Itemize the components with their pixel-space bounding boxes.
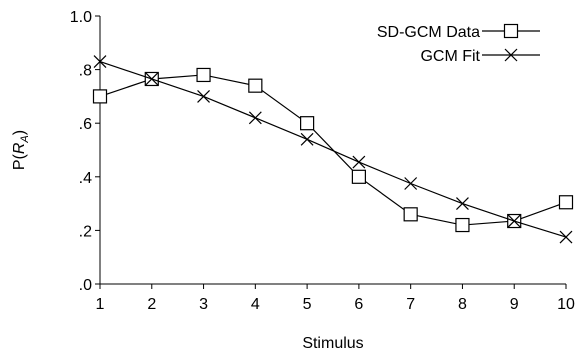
series-line <box>99 60 567 238</box>
y-tick-label: 1.0 <box>70 9 92 26</box>
data-point-square <box>196 67 211 83</box>
y-tick-label: .8 <box>79 63 92 80</box>
data-point-x <box>559 230 573 244</box>
x-tick-label: 5 <box>303 296 312 313</box>
y-axis-title: P(RA) <box>11 130 31 170</box>
x-tick-label: 1 <box>96 296 105 313</box>
data-point-x <box>507 214 521 228</box>
series-sd-gcm-data <box>92 67 574 233</box>
y-axis-title-prefix: P( <box>11 153 28 170</box>
y-ticks: .0 .2 .4 .6 .8 1.0 <box>70 9 100 294</box>
y-tick-label: .6 <box>79 116 92 133</box>
y-tick-label: .4 <box>79 170 92 187</box>
data-point-square <box>558 195 574 210</box>
legend-label-sd-gcm-data: SD-GCM Data <box>377 24 480 41</box>
legend: SD-GCM Data GCM Fit <box>377 23 540 65</box>
y-axis-title-subscript: A <box>19 135 31 143</box>
data-point-x <box>248 111 262 125</box>
data-point-x <box>404 177 418 190</box>
y-tick-label: .2 <box>79 223 92 240</box>
legend-item-gcm-fit: GCM Fit <box>420 48 540 65</box>
x-ticks: 1 2 3 4 5 6 7 8 9 10 <box>96 284 575 313</box>
data-point-square <box>300 116 315 131</box>
x-tick-label: 8 <box>458 296 467 313</box>
x-tick-label: 2 <box>147 296 156 313</box>
series-gcm-fit <box>93 55 573 244</box>
data-point-square <box>455 217 470 233</box>
data-point-square <box>92 89 108 104</box>
x-tick-label: 3 <box>199 296 208 313</box>
data-point-x <box>352 155 366 169</box>
data-point-square <box>403 207 418 222</box>
y-axis-title-suffix: ) <box>11 130 28 135</box>
data-point-x <box>197 89 210 103</box>
y-axis-title-variable: R <box>11 142 28 154</box>
series-line <box>99 74 567 226</box>
x-tick-label: 10 <box>557 296 575 313</box>
x-tick-label: 9 <box>510 296 519 313</box>
data-point-square <box>351 169 366 184</box>
legend-item-sd-gcm-data: SD-GCM Data <box>377 23 540 41</box>
axes <box>99 16 566 285</box>
x-tick-label: 6 <box>354 296 363 313</box>
legend-label-gcm-fit: GCM Fit <box>420 48 480 65</box>
data-point-square <box>248 78 263 93</box>
legend-marker-square <box>503 23 519 39</box>
data-point-x <box>456 197 469 211</box>
x-axis-title: Stimulus <box>302 335 363 352</box>
series-layer <box>92 55 574 244</box>
data-point-x <box>300 132 314 146</box>
data-point-x <box>93 55 107 68</box>
x-tick-label: 4 <box>251 296 260 313</box>
y-tick-label: .0 <box>79 277 92 294</box>
data-point-x <box>145 72 159 86</box>
x-tick-label: 7 <box>406 296 415 313</box>
legend-marker-x <box>504 48 518 62</box>
